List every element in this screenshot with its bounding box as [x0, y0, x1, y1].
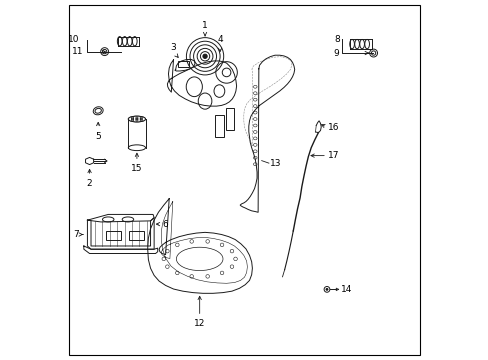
Bar: [178, 61, 188, 67]
Bar: [106, 230, 121, 239]
Circle shape: [203, 55, 206, 58]
Text: 14: 14: [341, 285, 352, 294]
Text: 7: 7: [73, 230, 79, 239]
Bar: [225, 108, 234, 130]
Text: 8: 8: [334, 35, 340, 44]
Text: 3: 3: [170, 43, 176, 52]
Text: 12: 12: [194, 319, 205, 328]
Bar: [129, 230, 144, 239]
Text: 13: 13: [270, 159, 281, 168]
Text: 5: 5: [95, 132, 101, 141]
Text: 1: 1: [202, 21, 207, 30]
Text: 4: 4: [217, 35, 223, 44]
Text: 9: 9: [333, 49, 339, 58]
Text: 10: 10: [68, 35, 80, 44]
Text: 16: 16: [328, 123, 339, 132]
Text: 15: 15: [131, 164, 142, 173]
Text: 2: 2: [86, 179, 92, 188]
Text: 6: 6: [163, 220, 168, 229]
Bar: [215, 116, 223, 137]
Circle shape: [325, 288, 328, 291]
Text: 17: 17: [328, 151, 339, 160]
Text: 11: 11: [71, 47, 83, 56]
Ellipse shape: [128, 116, 145, 122]
